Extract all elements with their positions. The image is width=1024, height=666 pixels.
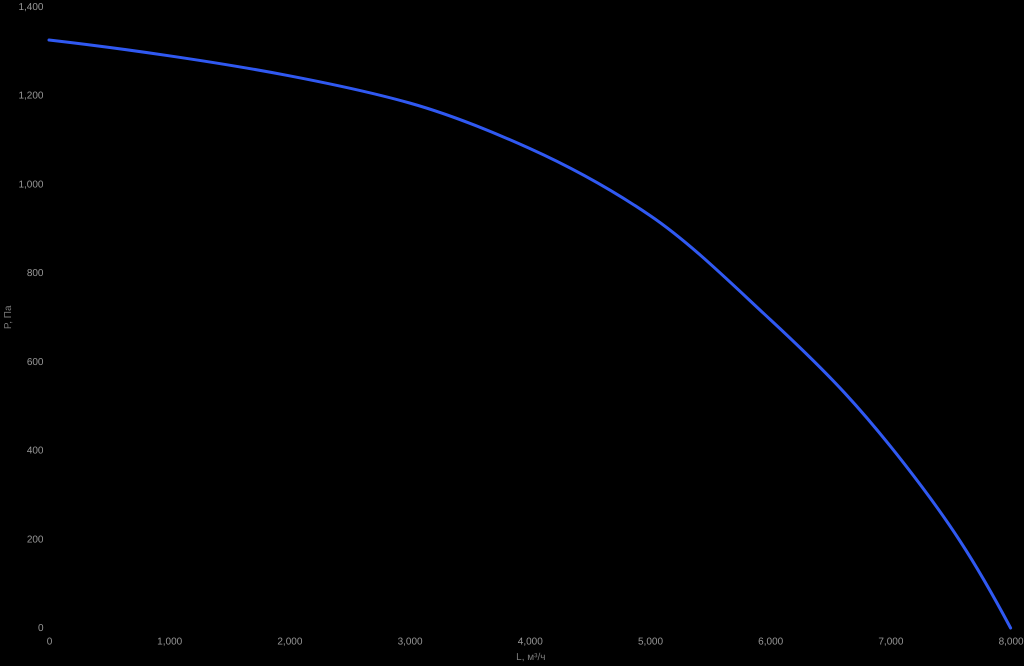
- svg-text:1,000: 1,000: [157, 636, 182, 647]
- svg-text:8,000: 8,000: [999, 636, 1024, 647]
- svg-text:4,000: 4,000: [518, 636, 543, 647]
- svg-text:800: 800: [27, 268, 44, 279]
- svg-text:400: 400: [27, 446, 44, 457]
- svg-text:3,000: 3,000: [398, 636, 423, 647]
- svg-text:1,000: 1,000: [18, 179, 43, 190]
- svg-text:1,200: 1,200: [18, 91, 43, 102]
- svg-text:L, м³/ч: L, м³/ч: [516, 652, 545, 663]
- svg-text:5,000: 5,000: [638, 636, 663, 647]
- svg-text:7,000: 7,000: [878, 636, 903, 647]
- svg-text:2,000: 2,000: [277, 636, 302, 647]
- svg-text:1,400: 1,400: [18, 2, 43, 13]
- svg-text:6,000: 6,000: [758, 636, 783, 647]
- svg-text:200: 200: [27, 534, 44, 545]
- svg-text:P, Па: P, Па: [3, 305, 14, 329]
- svg-text:0: 0: [38, 623, 44, 634]
- svg-text:600: 600: [27, 357, 44, 368]
- svg-text:0: 0: [47, 636, 53, 647]
